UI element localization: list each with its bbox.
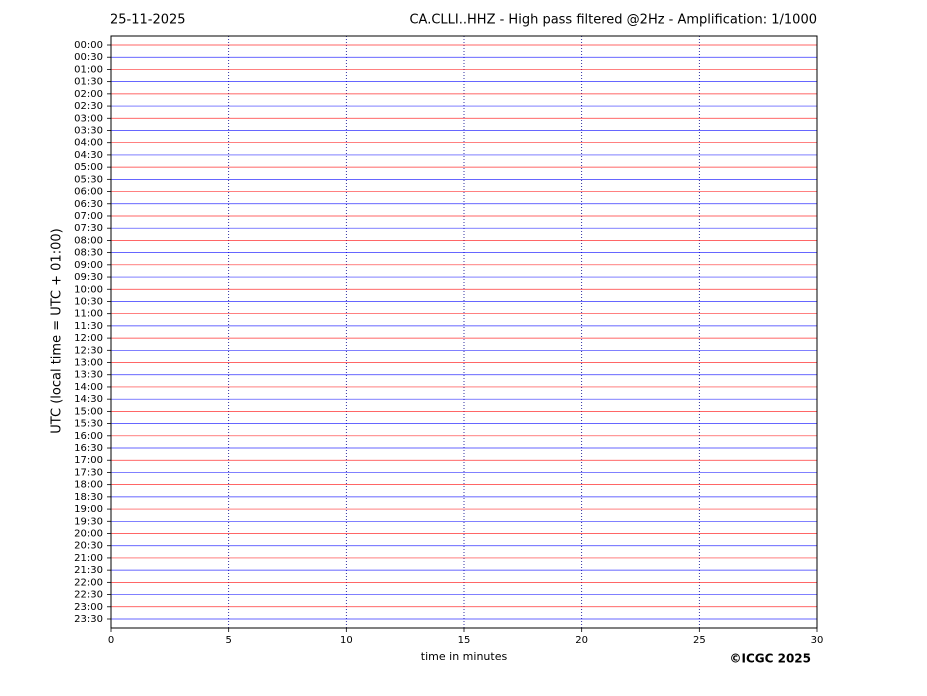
- y-axis-label: UTC (local time = UTC + 01:00): [50, 228, 65, 433]
- y-tick-label: 22:00: [74, 577, 103, 588]
- y-tick-label: 15:30: [74, 419, 103, 430]
- y-tick-label: 03:30: [74, 125, 103, 136]
- y-tick-label: 13:30: [74, 370, 103, 381]
- x-tick-label: 25: [693, 635, 706, 646]
- y-tick-label: 01:00: [74, 64, 103, 75]
- y-tick-label: 18:30: [74, 492, 103, 503]
- y-tick-label: 23:00: [74, 602, 103, 613]
- y-tick-label: 06:00: [74, 187, 103, 198]
- y-tick-label: 09:30: [74, 272, 103, 283]
- footer: ©ICGC 2025: [729, 652, 811, 666]
- y-tick-label: 04:30: [74, 150, 103, 161]
- y-tick-label: 01:30: [74, 77, 103, 88]
- y-tick-label: 05:00: [74, 162, 103, 173]
- y-tick-label: 10:00: [74, 284, 103, 295]
- y-tick-label: 02:00: [74, 89, 103, 100]
- y-tick-label: 02:30: [74, 101, 103, 112]
- y-tick-label: 00:30: [74, 52, 103, 63]
- y-tick-label: 07:30: [74, 223, 103, 234]
- y-tick-label: 20:00: [74, 529, 103, 540]
- y-tick-label: 11:00: [74, 309, 103, 320]
- x-tick-label: 5: [225, 635, 231, 646]
- y-tick-label: 14:30: [74, 394, 103, 405]
- y-tick-label: 16:30: [74, 443, 103, 454]
- y-tick-label: 13:00: [74, 358, 103, 369]
- y-tick-label: 21:30: [74, 565, 103, 576]
- chart-subtitle: CA.CLLI..HHZ - High pass filtered @2Hz -…: [409, 13, 817, 28]
- y-tick-label: 20:30: [74, 541, 103, 552]
- plot-frame: [110, 35, 818, 629]
- y-tick-label: 16:00: [74, 431, 103, 442]
- y-tick-label: 09:00: [74, 260, 103, 271]
- y-tick-label: 14:00: [74, 382, 103, 393]
- y-tick-label: 19:30: [74, 516, 103, 527]
- x-tick-label: 30: [811, 635, 824, 646]
- y-tick-label: 07:00: [74, 211, 103, 222]
- y-tick-label: 00:00: [74, 40, 103, 51]
- y-tick-label: 03:00: [74, 113, 103, 124]
- y-tick-label: 04:00: [74, 138, 103, 149]
- chart-title: 25-11-2025: [110, 13, 186, 28]
- x-tick-label: 0: [108, 635, 114, 646]
- y-tick-label: 10:30: [74, 296, 103, 307]
- y-tick-label: 08:30: [74, 248, 103, 259]
- y-tick-label: 12:30: [74, 345, 103, 356]
- y-tick-label: 11:30: [74, 321, 103, 332]
- y-tick-label: 19:00: [74, 504, 103, 515]
- y-tick-label: 05:30: [74, 174, 103, 185]
- y-tick-label: 15:00: [74, 406, 103, 417]
- y-tick-label: 06:30: [74, 199, 103, 210]
- x-tick-label: 10: [340, 635, 353, 646]
- y-tick-label: 22:30: [74, 590, 103, 601]
- x-tick-label: 15: [458, 635, 471, 646]
- y-tick-label: 17:30: [74, 467, 103, 478]
- y-tick-label: 23:30: [74, 614, 103, 625]
- y-tick-label: 21:00: [74, 553, 103, 564]
- y-tick-label: 12:00: [74, 333, 103, 344]
- y-tick-label: 17:00: [74, 455, 103, 466]
- y-tick-label: 18:00: [74, 480, 103, 491]
- x-tick-label: 20: [575, 635, 588, 646]
- x-axis-label: time in minutes: [421, 650, 508, 663]
- y-tick-label: 08:00: [74, 235, 103, 246]
